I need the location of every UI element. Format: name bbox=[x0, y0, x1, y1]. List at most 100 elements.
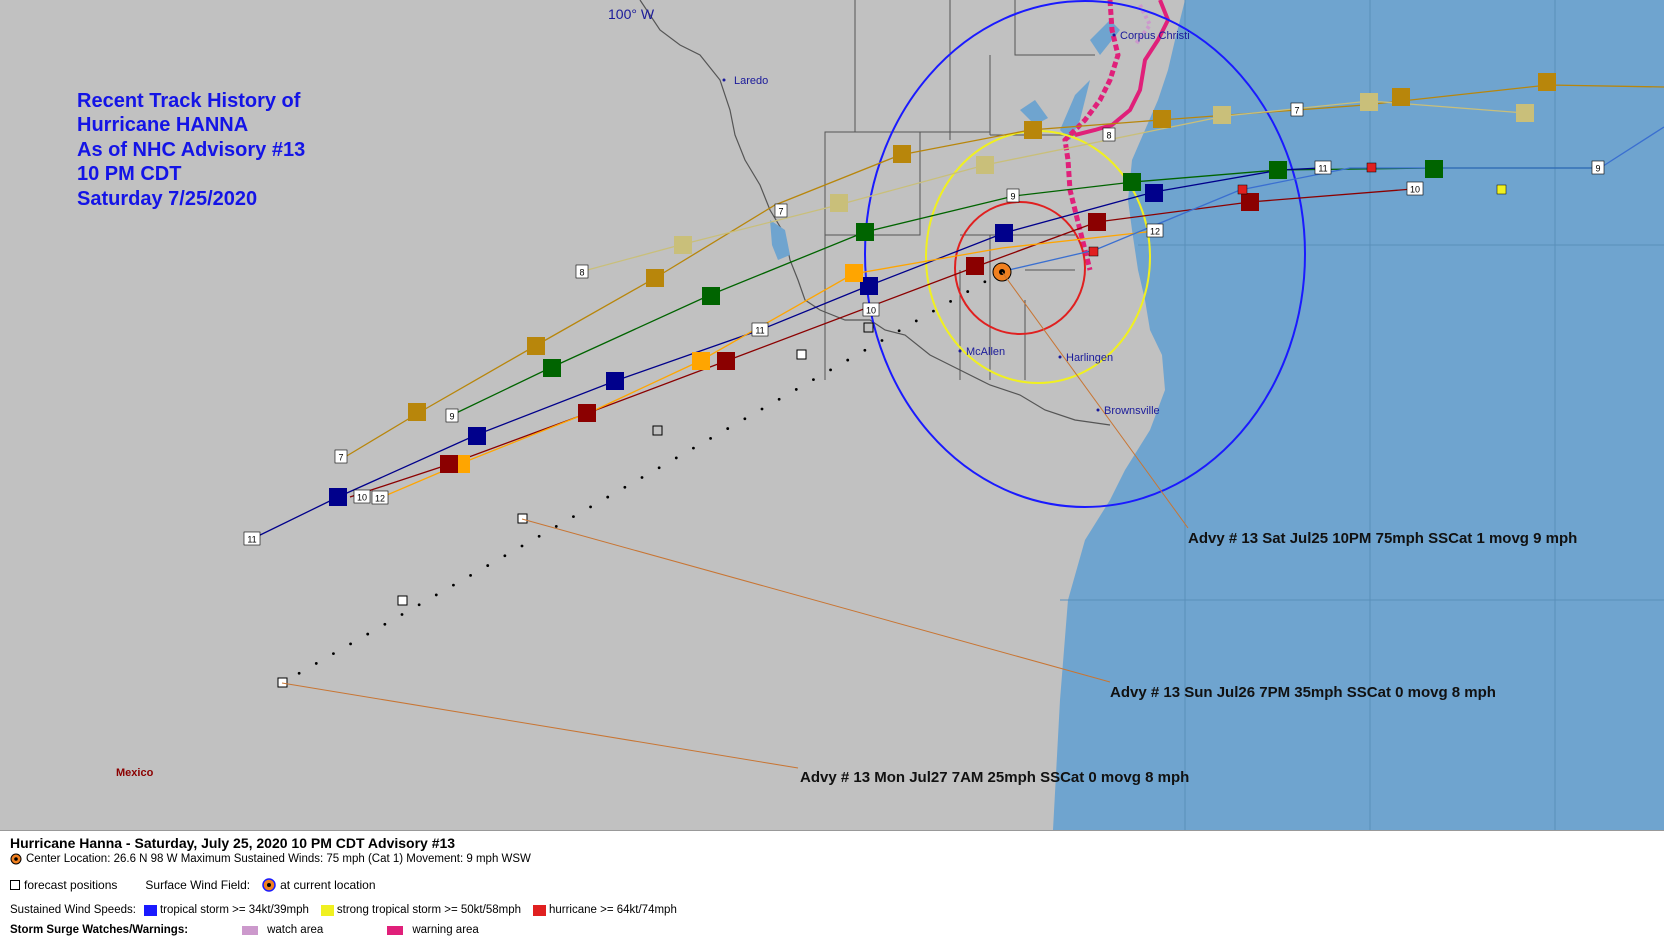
current-track-hurricane-point bbox=[1237, 184, 1248, 195]
advisory-number-label: 12 bbox=[1150, 227, 1160, 237]
current-track-hurricane-point bbox=[1366, 162, 1377, 173]
map-title-line-4: 10 PM CDT bbox=[77, 163, 181, 185]
callout-forecast-jul26: Advy # 13 Sun Jul26 7PM 35mph SSCat 0 mo… bbox=[1110, 684, 1496, 701]
forecast-position bbox=[517, 513, 528, 524]
track-point-adv10 bbox=[578, 404, 596, 422]
advisory-label-box bbox=[371, 490, 389, 505]
forecast-track-dot bbox=[623, 485, 627, 489]
legend-watch-area: watch area bbox=[267, 924, 324, 936]
forecast-track-dot bbox=[314, 662, 318, 665]
track-point-adv7 bbox=[408, 403, 426, 421]
track-point-adv8 bbox=[976, 156, 994, 174]
forecast-track-dot bbox=[520, 544, 524, 548]
track-point-adv8 bbox=[830, 194, 848, 212]
legend-center-info: Center Location: 26.6 N 98 W Maximum Sus… bbox=[26, 853, 531, 865]
map-area[interactable]: 7 7 7 8 8 9 9 9 10 10 10 11 11 11 12 12 Recent Track Hi… bbox=[0, 0, 1664, 830]
forecast-track-dot bbox=[880, 339, 884, 342]
advisory-label-box bbox=[1006, 188, 1020, 203]
forecast-position bbox=[652, 425, 663, 436]
legend-at-current-location: at current location bbox=[280, 878, 376, 892]
advisory-label-box bbox=[1591, 160, 1605, 175]
forecast-track-dot bbox=[726, 427, 730, 430]
forecast-track-dot bbox=[554, 525, 558, 528]
forecast-square-icon bbox=[10, 880, 20, 890]
forecast-track-dot bbox=[966, 290, 970, 293]
track-point-adv8 bbox=[674, 236, 692, 254]
track-point-adv7 bbox=[1024, 121, 1042, 139]
track-line-current bbox=[999, 126, 1664, 273]
track-point-adv7 bbox=[1538, 73, 1556, 91]
track-point-adv11 bbox=[860, 277, 878, 295]
forecast-track-dot bbox=[914, 319, 918, 323]
forecast-track-dot bbox=[366, 632, 370, 636]
track-point-adv11 bbox=[1145, 184, 1163, 202]
legend-panel: Hurricane Hanna - Saturday, July 25, 202… bbox=[0, 830, 1664, 941]
forecast-track-dot bbox=[452, 583, 455, 587]
advisory-number-label: 9 bbox=[1595, 164, 1600, 174]
hurricane-track-map: 7 7 7 8 8 9 9 9 10 10 10 11 11 11 12 12 Recent Track Hi… bbox=[0, 0, 1664, 830]
forecast-track-dot bbox=[606, 495, 610, 499]
track-point-adv7 bbox=[527, 337, 545, 355]
advisory-label-box bbox=[862, 302, 880, 317]
track-point-adv11 bbox=[995, 224, 1013, 242]
track-point-adv9 bbox=[1425, 160, 1443, 178]
country-label-mexico: Mexico bbox=[116, 767, 154, 779]
forecast-track-dot bbox=[932, 309, 935, 313]
forecast-position bbox=[277, 677, 288, 688]
legend-strong-tropical-storm: strong tropical storm >= 50kt/58mph bbox=[336, 904, 521, 916]
rio-grande-border bbox=[639, 0, 1111, 426]
advisory-number-label: 10 bbox=[866, 306, 876, 316]
wind-field-rings-icon bbox=[262, 878, 276, 892]
forecast-track-dot bbox=[846, 358, 850, 362]
forecast-track-dot bbox=[657, 466, 661, 470]
track-point-adv10 bbox=[1088, 213, 1106, 231]
legend-center-info-row: Center Location: 26.6 N 98 W Maximum Sus… bbox=[10, 853, 531, 865]
forecast-track-dot bbox=[777, 397, 781, 401]
advisory-number-label: 10 bbox=[1410, 185, 1420, 195]
forecast-track-dot bbox=[537, 534, 541, 538]
track-positions bbox=[277, 73, 1556, 688]
forecast-track-dot bbox=[332, 652, 335, 656]
city-brownsville: Brownsville bbox=[1104, 405, 1160, 417]
hurricane-swatch bbox=[532, 904, 546, 916]
advisory-number-label: 7 bbox=[1294, 106, 1299, 116]
forecast-track-dot bbox=[469, 573, 472, 577]
advisory-label-box bbox=[1102, 127, 1116, 142]
forecast-position bbox=[796, 349, 807, 360]
legend-hurricane: hurricane >= 64kt/74mph bbox=[548, 904, 677, 916]
callout-leaders bbox=[281, 271, 1189, 769]
forecast-track-dot bbox=[674, 456, 678, 460]
track-point-adv7 bbox=[1153, 110, 1171, 128]
callout-forecast-jul27: Advy # 13 Mon Jul27 7AM 25mph SSCat 0 mo… bbox=[800, 769, 1189, 786]
track-point-adv9 bbox=[1123, 173, 1141, 191]
forecast-track-dot bbox=[589, 505, 592, 509]
track-point-adv9 bbox=[702, 287, 720, 305]
track-point-adv8 bbox=[1360, 93, 1378, 111]
strong-tropical-storm-swatch bbox=[320, 904, 334, 916]
legend-forecast-row: forecast positions Surface Wind Field: a… bbox=[10, 878, 376, 892]
track-point-adv8 bbox=[1516, 104, 1534, 122]
advisory-label-box bbox=[1314, 160, 1332, 175]
forecast-track-dots bbox=[297, 280, 987, 675]
tropical-storm-wind-field bbox=[864, 0, 1306, 508]
forecast-track-dot bbox=[760, 407, 764, 411]
forecast-track-dot bbox=[503, 554, 507, 558]
watch-area-swatch bbox=[242, 925, 259, 935]
track-point-adv11 bbox=[329, 488, 347, 506]
storm-surge-warning-area bbox=[1133, 4, 1153, 47]
forecast-track-dot bbox=[692, 446, 695, 450]
current-track-tropical-point bbox=[1496, 184, 1507, 195]
map-title-line-1: Recent Track History of bbox=[77, 90, 301, 112]
advisory-number-label: 7 bbox=[778, 207, 783, 217]
track-line-adv11 bbox=[251, 167, 1321, 540]
city-corpus-christi: Corpus Christi bbox=[1120, 30, 1190, 42]
track-point-adv7 bbox=[1392, 88, 1410, 106]
warning-area-swatch bbox=[387, 925, 404, 935]
advisory-label-box bbox=[1146, 223, 1164, 238]
bay bbox=[1060, 80, 1090, 140]
track-line-adv10 bbox=[349, 188, 1414, 498]
hurricane-wind-field bbox=[954, 201, 1086, 335]
track-point-adv7 bbox=[893, 145, 911, 163]
lake bbox=[770, 220, 790, 260]
legend-storm-surge: Storm Surge Watches/Warnings: bbox=[10, 924, 189, 936]
